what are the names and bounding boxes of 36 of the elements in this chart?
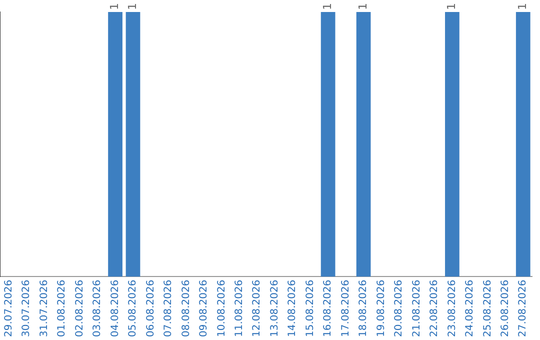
- x-tick-label: 18.08.2026: [358, 280, 370, 338]
- x-tick-label: 25.08.2026: [482, 280, 494, 338]
- data-label: 1: [126, 3, 139, 10]
- x-tick-label: 02.08.2026: [74, 280, 86, 338]
- x-tick-label: 06.08.2026: [145, 280, 156, 338]
- x-tick-label: 08.08.2026: [180, 280, 192, 338]
- x-tick-label: 01.08.2026: [56, 280, 68, 338]
- x-tick-label: 27.08.2026: [518, 280, 529, 338]
- x-tick-label: 31.07.2026: [38, 280, 50, 338]
- x-tick-label: 29.07.2026: [3, 280, 14, 338]
- data-label: 1: [108, 3, 122, 10]
- x-tick-label: 30.07.2026: [21, 280, 32, 338]
- x-tick-label: 13.08.2026: [269, 280, 280, 338]
- data-label: 1: [445, 3, 458, 10]
- x-tick-label: 04.08.2026: [110, 280, 121, 338]
- x-tick-label: 17.08.2026: [340, 280, 352, 338]
- x-tick-label: 09.08.2026: [198, 280, 210, 338]
- data-label: 1: [320, 3, 334, 10]
- x-tick-label: 26.08.2026: [500, 280, 511, 338]
- x-tick-label: 05.08.2026: [128, 280, 139, 338]
- x-tick-label: 19.08.2026: [376, 280, 387, 338]
- x-tick-label: 07.08.2026: [163, 280, 174, 338]
- x-tick-label: 23.08.2026: [446, 280, 458, 338]
- x-tick-label: 03.08.2026: [92, 280, 104, 338]
- x-tick-label: 15.08.2026: [304, 280, 316, 338]
- x-tick-label: 21.08.2026: [411, 280, 422, 338]
- x-tick-label: 16.08.2026: [322, 280, 334, 338]
- x-tick-label: 14.08.2026: [287, 280, 298, 338]
- x-tick-label: 24.08.2026: [464, 280, 476, 338]
- x-tick-label: 10.08.2026: [216, 280, 228, 338]
- data-label: 1: [516, 3, 529, 10]
- x-tick-label: 12.08.2026: [252, 280, 263, 338]
- x-tick-label: 22.08.2026: [429, 280, 440, 338]
- x-tick-label: 11.08.2026: [234, 280, 245, 338]
- data-label: 1: [356, 3, 370, 10]
- x-tick-label: 20.08.2026: [394, 280, 405, 338]
